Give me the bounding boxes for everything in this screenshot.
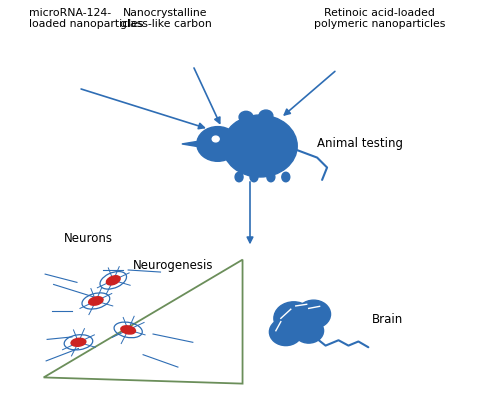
Ellipse shape [88,297,103,305]
Text: Neurogenesis: Neurogenesis [133,258,214,272]
Circle shape [197,126,238,161]
Circle shape [294,318,324,343]
Circle shape [259,110,273,121]
Text: Neurons: Neurons [64,233,112,245]
Ellipse shape [106,276,120,285]
Circle shape [239,111,253,123]
Text: microRNA-124-
loaded nanoparticles: microRNA-124- loaded nanoparticles [28,7,143,29]
Ellipse shape [235,172,243,182]
Circle shape [222,115,297,177]
Text: Nanocrystalline
glass-like carbon: Nanocrystalline glass-like carbon [120,7,212,29]
Text: Animal testing: Animal testing [317,137,403,151]
Circle shape [274,302,314,335]
Ellipse shape [282,172,290,182]
Ellipse shape [121,326,136,334]
Text: Retinoic acid-loaded
polymeric nanoparticles: Retinoic acid-loaded polymeric nanoparti… [314,7,445,29]
Circle shape [212,136,219,142]
Text: Brain: Brain [372,313,403,326]
Ellipse shape [71,338,86,346]
Ellipse shape [250,172,258,182]
Polygon shape [182,141,197,146]
Circle shape [270,318,302,346]
Ellipse shape [267,172,275,182]
Circle shape [296,300,330,328]
